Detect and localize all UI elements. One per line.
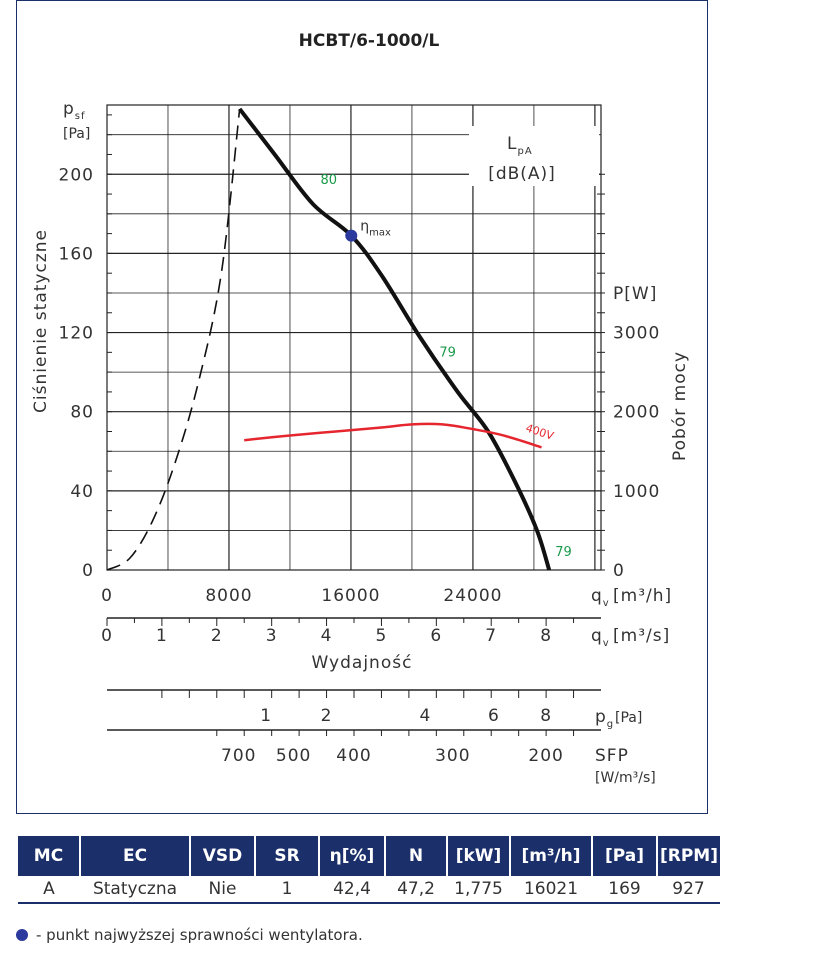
y-tick-label: 120 [59,324,94,344]
eta-max-dot-icon [16,929,28,941]
chart-title: HCBT/6-1000/L [299,31,440,51]
x-m3s-tick-label: 4 [321,626,333,646]
sfp-unit: [W/m³/s] [595,770,656,786]
x-m3h-tick-label: 16000 [321,586,380,606]
power-tick-label: 0 [613,561,625,581]
lpa-label: LpA [507,134,533,157]
pg-symbol: pg [595,707,614,730]
col-mc: MC [18,836,81,876]
pg-tick-label: 2 [321,706,333,726]
x-m3h-unit: [m³/h] [613,586,672,606]
cell-n: 47,2 [385,876,447,904]
col-kw: [kW] [447,836,511,876]
x-m3s-tick-label: 5 [376,626,388,646]
x-m3s-symbol: qv [591,626,610,649]
x-m3s-tick-label: 8 [540,626,552,646]
power-series-label: 400V [524,421,556,442]
sfp-tick-label: 700 [221,746,256,766]
x-m3h-tick-label: 0 [101,586,113,606]
cell-kw: 1,775 [447,876,510,904]
sfp-label: SFP [595,746,629,766]
x-m3s-tick-label: 1 [156,626,168,646]
cell-rpm: 927 [657,876,720,904]
table-row: A Statyczna Nie 1 42,4 47,2 1,775 16021 … [18,876,720,904]
cell-pa: 169 [592,876,657,904]
series-system-curve-dashed [106,108,241,571]
power-unit-label: P[W] [613,284,657,304]
sfp-tick-label: 500 [276,746,311,766]
y-tick-label: 40 [70,482,94,502]
cell-eta: 42,4 [319,876,385,904]
y-axis-title: Ciśnienie statyczne [31,229,51,413]
table-header-row: MC EC VSD SR η[%] N [kW] [m³/h] [Pa] [RP… [18,836,720,876]
cell-mc: A [18,876,80,904]
x-m3h-symbol: qv [591,586,610,609]
cell-m3h: 16021 [510,876,592,904]
pg-tick-label: 1 [260,706,272,726]
y-symbol: psf [63,99,86,122]
lpa-value-label: 79 [439,345,456,360]
lpa-value-label: 80 [320,173,337,188]
legend-note: - punkt najwyższej sprawności wentylator… [16,926,363,944]
power-tick-label: 1000 [613,482,660,502]
pg-tick-label: 8 [540,706,552,726]
cell-ec: Statyczna [80,876,190,904]
power-tick-label: 3000 [613,324,660,344]
lpa-value-label: 79 [555,545,572,560]
pg-tick-label: 4 [419,706,431,726]
sfp-tick-label: 400 [336,746,371,766]
legend-note-text: - punkt najwyższej sprawności wentylator… [36,926,363,944]
x-m3s-tick-label: 2 [211,626,223,646]
x-m3s-tick-label: 0 [101,626,113,646]
cell-sr: 1 [255,876,319,904]
col-pa: [Pa] [592,836,658,876]
y-unit: [Pa] [63,126,90,142]
power-axis-title: Pobór mocy [670,351,690,461]
power-tick-label: 2000 [613,403,660,423]
y-tick-label: 80 [70,403,94,423]
x-m3s-tick-label: 7 [485,626,497,646]
x-m3s-tick-label: 6 [430,626,442,646]
col-sr: SR [255,836,320,876]
chart-frame: 0 40 80 120 160 200 0 1000 2000 3000 0 8000 16000 240… [16,0,708,814]
plot-border [106,104,602,571]
eta-max-label: ηmax [360,219,391,239]
spec-table: MC EC VSD SR η[%] N [kW] [m³/h] [Pa] [RP… [18,836,720,904]
x-axis-title: Wydajność [312,653,413,673]
pg-tick-label: 6 [488,706,500,726]
lpa-unit: [dB(A)] [488,164,556,184]
y-tick-label: 0 [82,561,94,581]
col-m3h: [m³/h] [510,836,593,876]
col-vsd: VSD [190,836,256,876]
x-m3s-unit: [m³/s] [613,626,670,646]
sfp-tick-label: 200 [528,746,563,766]
x-m3h-tick-label: 24000 [443,586,502,606]
col-eta: η[%] [319,836,386,876]
col-n: N [385,836,448,876]
series-fan-curve [238,107,552,571]
sfp-tick-label: 300 [435,746,470,766]
lpa-box [469,126,599,186]
eta-max-point [345,229,358,242]
col-rpm: [RPM] [657,836,720,876]
y-tick-label: 200 [59,165,94,185]
cell-vsd: Nie [190,876,255,904]
x-m3h-tick-label: 8000 [205,586,252,606]
col-ec: EC [80,836,191,876]
series-power [244,422,542,449]
y-tick-label: 160 [59,244,94,264]
x-m3s-tick-label: 3 [266,626,278,646]
pg-unit: [Pa] [615,710,642,726]
